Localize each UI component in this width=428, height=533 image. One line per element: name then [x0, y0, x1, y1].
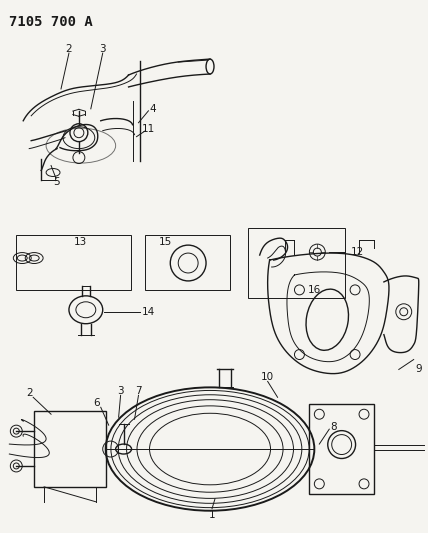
- Text: 2: 2: [26, 389, 33, 398]
- Text: 10: 10: [261, 373, 274, 382]
- Bar: [34, 411, 106, 487]
- Text: 6: 6: [93, 398, 100, 408]
- Text: 2: 2: [65, 44, 72, 54]
- Text: 11: 11: [142, 124, 155, 134]
- Text: 16: 16: [308, 285, 321, 295]
- Text: 7105 700 A: 7105 700 A: [9, 15, 93, 29]
- Text: 8: 8: [330, 422, 336, 432]
- Text: 9: 9: [415, 365, 422, 375]
- Bar: [16, 235, 131, 290]
- Text: 12: 12: [351, 247, 364, 257]
- Text: 4: 4: [149, 104, 156, 114]
- Text: 3: 3: [99, 44, 106, 54]
- Text: 1: 1: [209, 510, 215, 520]
- Text: 13: 13: [74, 237, 87, 247]
- Text: 14: 14: [142, 307, 155, 317]
- Bar: [248, 228, 345, 298]
- Bar: [309, 404, 374, 494]
- Text: 15: 15: [159, 237, 172, 247]
- Bar: [146, 235, 230, 290]
- Text: 5: 5: [53, 177, 59, 188]
- Text: 3: 3: [117, 386, 124, 397]
- Text: 7: 7: [135, 386, 142, 397]
